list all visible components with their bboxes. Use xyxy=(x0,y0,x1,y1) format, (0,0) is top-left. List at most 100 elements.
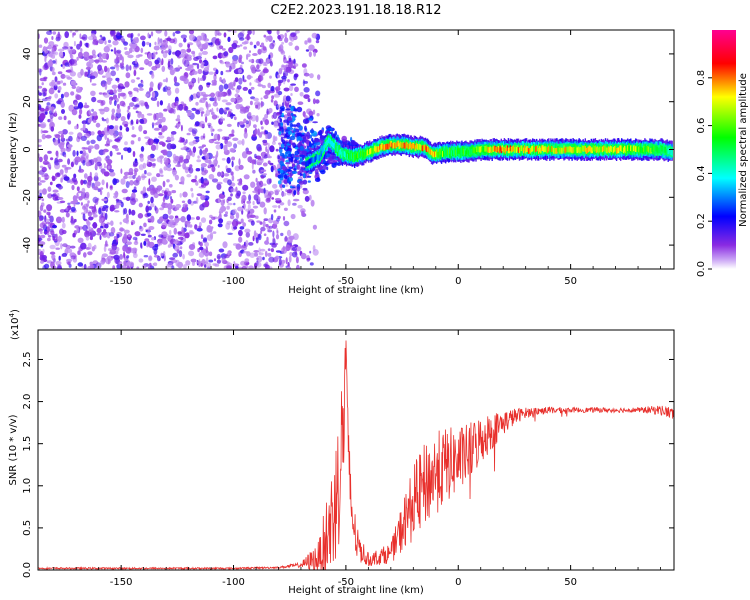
signal-cell xyxy=(502,146,504,153)
noise-speckle xyxy=(204,264,207,268)
noise-speckle xyxy=(287,261,290,268)
noise-speckle xyxy=(183,166,189,170)
transition-speckle xyxy=(285,108,291,111)
noise-speckle xyxy=(284,235,288,242)
noise-speckle xyxy=(232,59,238,65)
noise-speckle xyxy=(258,132,263,138)
noise-speckle xyxy=(200,262,203,267)
transition-speckle xyxy=(296,106,303,113)
noise-speckle xyxy=(255,104,259,109)
noise-speckle xyxy=(57,48,65,52)
noise-speckle xyxy=(246,150,253,155)
noise-speckle xyxy=(131,134,137,138)
noise-speckle xyxy=(280,232,284,237)
signal-cell xyxy=(643,146,645,152)
noise-speckle xyxy=(153,45,160,51)
noise-speckle xyxy=(163,251,166,257)
noise-speckle xyxy=(274,190,279,196)
noise-speckle xyxy=(222,78,226,85)
noise-speckle xyxy=(41,198,45,202)
noise-speckle xyxy=(88,109,91,116)
noise-speckle xyxy=(77,168,85,173)
noise-speckle xyxy=(283,54,286,60)
transition-speckle xyxy=(283,119,289,123)
noise-speckle xyxy=(252,169,256,174)
colorbar-label: Normalized spectral amplitude xyxy=(738,73,749,227)
noise-speckle xyxy=(239,226,245,230)
x-tick-label: 50 xyxy=(564,577,577,588)
signal-cell xyxy=(428,148,431,155)
signal-cell xyxy=(341,150,344,157)
noise-speckle xyxy=(187,199,192,205)
noise-speckle xyxy=(138,226,144,232)
noise-speckle xyxy=(48,53,53,57)
signal-cell xyxy=(614,145,617,152)
noise-speckle xyxy=(46,30,53,35)
noise-speckle xyxy=(305,49,310,52)
noise-speckle xyxy=(50,157,54,161)
signal-cell xyxy=(528,148,531,154)
noise-speckle xyxy=(210,125,213,133)
noise-speckle xyxy=(160,252,164,257)
signal-cell xyxy=(312,157,314,164)
signal-cell xyxy=(311,157,313,163)
noise-speckle xyxy=(257,146,263,152)
noise-speckle xyxy=(195,55,202,60)
noise-speckle xyxy=(262,68,269,74)
noise-speckle xyxy=(109,171,116,177)
noise-speckle xyxy=(41,82,44,86)
signal-cell xyxy=(338,149,341,156)
noise-speckle xyxy=(45,218,50,223)
transition-speckle xyxy=(294,150,300,156)
signal-cell xyxy=(494,145,496,152)
noise-speckle xyxy=(138,124,143,132)
noise-speckle xyxy=(229,215,235,220)
transition-speckle xyxy=(293,109,298,112)
noise-speckle xyxy=(250,220,255,226)
noise-speckle xyxy=(109,89,113,93)
noise-speckle xyxy=(81,187,86,193)
signal-cell xyxy=(437,151,440,158)
signal-cell xyxy=(358,151,360,158)
noise-speckle xyxy=(266,30,272,33)
noise-speckle xyxy=(82,123,86,131)
signal-cell xyxy=(503,146,506,153)
noise-speckle xyxy=(127,90,133,95)
noise-speckle xyxy=(73,173,77,179)
noise-speckle xyxy=(81,34,88,41)
transition-speckle xyxy=(311,140,315,143)
noise-speckle xyxy=(48,235,52,238)
noise-speckle xyxy=(266,59,270,63)
noise-speckle xyxy=(57,264,62,269)
noise-speckle xyxy=(226,141,233,148)
noise-speckle xyxy=(216,107,219,112)
noise-speckle xyxy=(120,178,126,185)
noise-speckle xyxy=(104,40,107,45)
noise-speckle xyxy=(44,62,48,69)
noise-speckle xyxy=(144,101,149,107)
noise-speckle xyxy=(58,130,64,135)
noise-speckle xyxy=(225,61,231,68)
noise-speckle xyxy=(315,99,320,104)
transition-speckle xyxy=(294,146,299,150)
noise-speckle xyxy=(261,85,266,89)
signal-cell xyxy=(505,145,508,152)
noise-speckle xyxy=(253,250,260,253)
noise-speckle xyxy=(162,79,167,83)
noise-speckle xyxy=(268,190,274,195)
noise-speckle xyxy=(243,118,247,124)
transition-speckle xyxy=(327,151,331,154)
noise-speckle xyxy=(137,33,141,37)
noise-speckle xyxy=(101,257,106,262)
noise-speckle xyxy=(94,181,101,187)
noise-speckle xyxy=(100,187,104,190)
signal-cell xyxy=(612,147,615,153)
noise-speckle xyxy=(246,75,253,79)
noise-speckle xyxy=(133,179,140,186)
noise-speckle xyxy=(74,156,81,163)
signal-cell xyxy=(470,149,472,156)
signal-cell xyxy=(419,144,422,151)
signal-cell xyxy=(435,149,438,156)
noise-speckle xyxy=(229,148,236,153)
noise-speckle xyxy=(271,95,275,100)
